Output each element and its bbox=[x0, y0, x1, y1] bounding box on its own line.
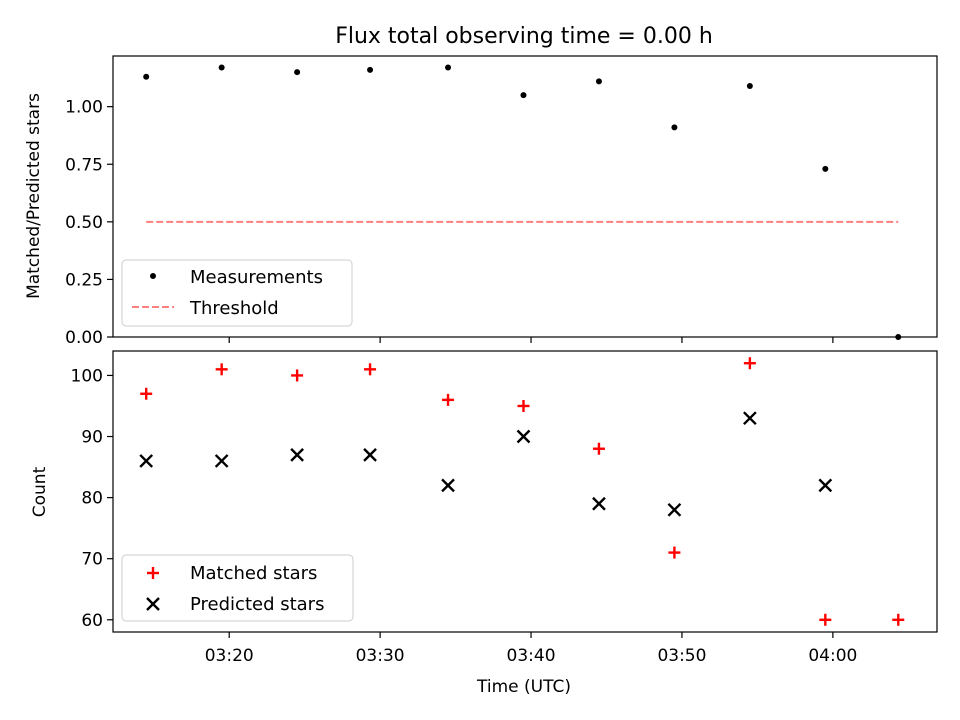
top-y-ticks: 0.00 0.25 0.50 0.75 1.00 bbox=[65, 98, 113, 348]
top-panel: Flux total observing time = 0.00 h Match… bbox=[24, 24, 938, 348]
top-y-tick-label: 1.00 bbox=[65, 98, 103, 118]
matched-star-point bbox=[364, 363, 377, 376]
bottom-legend: Matched stars Predicted stars bbox=[121, 554, 354, 622]
predicted-star-point bbox=[592, 496, 606, 511]
legend-measurements-label: Measurements bbox=[190, 267, 323, 288]
matched-star-point bbox=[592, 442, 605, 455]
top-y-axis-label: Matched/Predicted stars bbox=[24, 93, 44, 299]
measurement-point bbox=[746, 82, 753, 89]
top-y-tick-label: 0.50 bbox=[65, 213, 103, 233]
legend-threshold-label: Threshold bbox=[189, 298, 279, 319]
bottom-y-tick-label: 70 bbox=[81, 550, 103, 570]
measurement-point bbox=[445, 64, 452, 71]
bottom-x-ticks: 03:20 03:30 03:40 03:50 04:00 bbox=[205, 632, 857, 666]
matched-star-point bbox=[668, 546, 681, 559]
matched-star-point bbox=[291, 369, 304, 382]
measurement-point bbox=[367, 66, 374, 73]
top-x-ticks bbox=[228, 337, 834, 343]
predicted-star-point bbox=[516, 429, 531, 444]
measurement-point bbox=[520, 92, 527, 99]
legend-predicted-label: Predicted stars bbox=[190, 594, 324, 615]
predicted-star-point bbox=[290, 447, 304, 462]
bottom-x-tick-label: 03:30 bbox=[356, 646, 405, 666]
bottom-y-ticks: 60 70 80 90 100 bbox=[71, 366, 113, 631]
legend-matched-marker bbox=[147, 567, 159, 579]
measurement-point bbox=[294, 69, 301, 76]
bottom-y-tick-label: 100 bbox=[71, 366, 103, 386]
predicted-star-point bbox=[139, 454, 154, 468]
x-axis-label: Time (UTC) bbox=[476, 677, 571, 697]
matched-star-point bbox=[819, 613, 832, 626]
bottom-y-tick-label: 90 bbox=[81, 428, 103, 448]
bottom-y-tick-label: 60 bbox=[81, 611, 103, 631]
bottom-y-axis-label: Count bbox=[30, 466, 50, 517]
bottom-y-tick-label: 80 bbox=[81, 489, 103, 509]
top-legend: Measurements Threshold bbox=[121, 259, 353, 327]
measurement-point bbox=[143, 73, 150, 80]
matched-star-point bbox=[140, 387, 153, 400]
bottom-x-tick-label: 03:50 bbox=[657, 646, 706, 666]
bottom-x-tick-label: 03:40 bbox=[507, 646, 556, 666]
top-axes-frame bbox=[112, 55, 938, 338]
bottom-plot-marks bbox=[139, 357, 905, 626]
bottom-x-tick-label: 03:20 bbox=[205, 646, 254, 666]
chart-title: Flux total observing time = 0.00 h bbox=[335, 24, 713, 49]
matched-star-point bbox=[517, 399, 530, 412]
bottom-legend-box bbox=[121, 554, 354, 622]
legend-measurements-marker bbox=[150, 273, 156, 279]
top-legend-box bbox=[121, 259, 353, 327]
measurement-point bbox=[595, 78, 602, 85]
predicted-star-point bbox=[363, 447, 377, 462]
measurement-point bbox=[671, 124, 678, 131]
legend-predicted-marker bbox=[146, 597, 160, 611]
predicted-star-point bbox=[441, 478, 455, 493]
measurement-point bbox=[822, 165, 829, 172]
matched-star-point bbox=[892, 613, 905, 626]
measurement-point bbox=[218, 64, 225, 71]
matched-star-point bbox=[215, 363, 228, 376]
predicted-star-point bbox=[818, 478, 833, 493]
bottom-axes-frame bbox=[112, 350, 938, 633]
predicted-star-point bbox=[743, 411, 757, 426]
top-y-tick-label: 0.75 bbox=[65, 155, 103, 175]
legend-matched-label: Matched stars bbox=[190, 563, 317, 584]
matched-star-point bbox=[743, 357, 756, 370]
matched-star-point bbox=[442, 393, 455, 406]
top-plot-marks bbox=[143, 64, 902, 340]
bottom-x-tick-label: 04:00 bbox=[808, 646, 857, 666]
top-y-tick-label: 0.00 bbox=[65, 328, 103, 348]
predicted-star-point bbox=[214, 454, 229, 468]
predicted-star-point bbox=[667, 502, 682, 517]
top-y-tick-label: 0.25 bbox=[65, 270, 103, 290]
